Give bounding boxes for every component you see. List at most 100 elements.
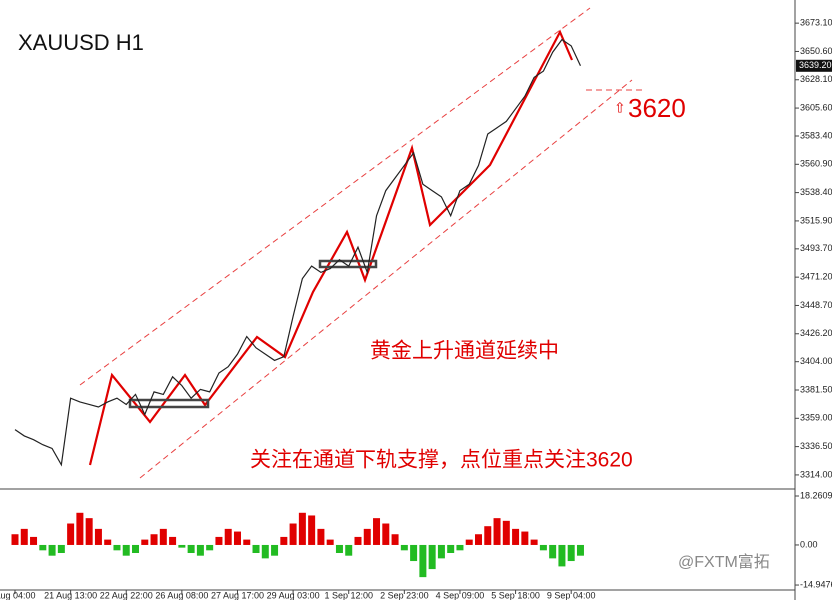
x-tick-label: 1 Sep 12:00 — [324, 590, 373, 600]
macd-bar — [150, 534, 158, 545]
macd-bar — [576, 544, 584, 556]
x-tick-label: 9 Sep 04:00 — [547, 590, 596, 600]
macd-bar — [76, 512, 84, 545]
macd-bar — [484, 526, 492, 545]
macd-bar — [382, 523, 390, 545]
chart-title: XAUUSD H1 — [18, 30, 144, 55]
macd-bar — [132, 544, 140, 554]
channel — [79, 7, 642, 479]
macd-bar — [261, 544, 269, 559]
macd-bar — [493, 518, 501, 545]
macd-bar — [252, 544, 260, 554]
macd-bar — [539, 544, 547, 551]
macd-bar — [326, 539, 334, 545]
macd-bar — [512, 528, 520, 545]
macd-bar — [39, 544, 47, 551]
watermark: @FXTM富拓 — [678, 553, 770, 571]
macd-bar — [530, 539, 538, 545]
macd-bar — [298, 512, 306, 545]
x-tick-label: 26 Aug 08:00 — [155, 590, 208, 600]
macd-bar — [363, 528, 371, 545]
macd-bar — [271, 544, 279, 556]
range-box — [318, 259, 378, 269]
x-tick-label: 2 Sep 23:00 — [380, 590, 429, 600]
macd-bar — [11, 534, 19, 545]
y-tick-label: 3673.10 — [800, 18, 832, 28]
macd-bar — [20, 528, 28, 545]
macd-bar — [521, 531, 529, 545]
macd-bar — [178, 544, 186, 548]
y-tick-label: 3336.50 — [800, 441, 832, 451]
macd-bar — [280, 536, 288, 545]
y-tick-label: 3314.00 — [800, 469, 832, 479]
price-line — [14, 38, 582, 467]
macd-bar — [345, 544, 353, 556]
y-tick-label: 3471.20 — [800, 272, 832, 282]
macd-bar — [122, 544, 130, 556]
macd-bar — [94, 528, 102, 545]
macd-bar — [308, 515, 316, 545]
macd-bar — [224, 528, 232, 545]
macd-bar — [159, 528, 167, 545]
x-tick-label: 22 Aug 22:00 — [100, 590, 153, 600]
y-tick-label: 3426.20 — [800, 328, 832, 338]
annotation: 关注在通道下轨支撑，点位重点关注3620 — [250, 449, 633, 472]
x-tick-label: 27 Aug 17:00 — [211, 590, 264, 600]
macd-bar — [335, 544, 343, 554]
macd-bar — [141, 539, 149, 545]
price-tag-bg — [796, 59, 832, 72]
annotation: 3620 — [628, 93, 686, 123]
macd-bar — [456, 544, 464, 551]
y-tick-label: 3381.50 — [800, 384, 832, 394]
macd-bar — [57, 544, 65, 554]
macd-bar — [243, 539, 251, 545]
x-tick-label: 21 Aug 13:00 — [44, 590, 97, 600]
macd-bar — [567, 544, 575, 562]
price-tag: 3639.20 — [799, 60, 832, 70]
macd-bar — [233, 531, 241, 545]
macd-bar — [428, 544, 436, 570]
macd-bar — [400, 544, 408, 551]
y-tick-label: 3493.70 — [800, 243, 832, 253]
range-box — [128, 398, 210, 409]
macd-bar — [196, 544, 204, 556]
macd-bar — [549, 544, 557, 559]
y-tick-label: 3583.40 — [800, 130, 832, 140]
y-tick-label: 3605.60 — [800, 102, 832, 112]
macd-bar — [475, 534, 482, 545]
macd-bar — [113, 544, 121, 551]
x-tick-label: 4 Sep 09:00 — [436, 590, 485, 600]
macd-bar — [502, 520, 510, 545]
x-tick-label: 29 Aug 03:00 — [267, 590, 320, 600]
macd-bar — [104, 539, 112, 545]
y-tick-label: 3404.00 — [800, 356, 832, 366]
macd-bar — [67, 523, 75, 545]
macd-bar — [30, 536, 38, 545]
macd-bar — [215, 536, 223, 545]
macd-bar — [317, 528, 325, 545]
macd-bar — [410, 544, 418, 562]
y-tick-label: 3448.70 — [800, 300, 832, 310]
y-tick-label: 3515.90 — [800, 215, 832, 225]
macd-bar — [465, 539, 473, 545]
macd-bar — [558, 544, 566, 567]
arrow-icon: ⇧ — [614, 100, 626, 116]
y-tick-label: 3560.90 — [800, 159, 832, 169]
macd-bar — [373, 518, 381, 545]
macd-bar — [354, 536, 362, 545]
macd-bar — [85, 518, 93, 545]
x-tick-label: 5 Sep 18:00 — [491, 590, 540, 600]
macd-bar — [447, 544, 455, 554]
macd-bar — [419, 544, 427, 578]
macd-bar — [206, 544, 214, 551]
y-tick-label: 3628.10 — [800, 74, 832, 84]
y-tick-label: 0.00 — [800, 539, 818, 549]
y-tick-label: -14.9476 — [800, 579, 832, 589]
x-tick-label: Aug 04:00 — [0, 590, 36, 600]
y-tick-label: 18.2609 — [800, 490, 832, 500]
macd-bar — [169, 536, 177, 545]
annotation: 黄金上升通道延续中 — [370, 340, 559, 363]
macd-bar — [391, 534, 399, 545]
